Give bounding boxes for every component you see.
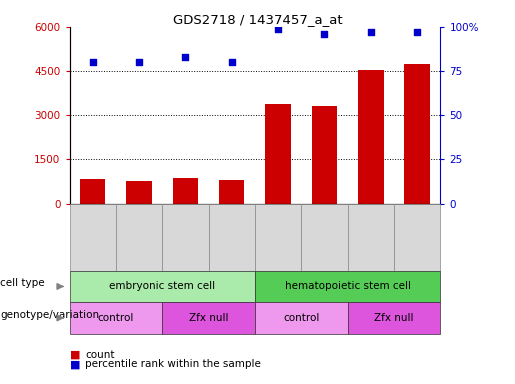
- Text: control: control: [283, 313, 319, 323]
- Point: [228, 59, 236, 65]
- Point: [367, 29, 375, 35]
- Bar: [312, 106, 337, 204]
- Text: percentile rank within the sample: percentile rank within the sample: [85, 359, 261, 369]
- Bar: [80, 179, 106, 204]
- Text: ■: ■: [70, 350, 80, 360]
- Point: [274, 26, 282, 32]
- Text: Zfx null: Zfx null: [374, 313, 414, 323]
- Point: [181, 54, 190, 60]
- Text: embryonic stem cell: embryonic stem cell: [109, 281, 215, 291]
- Text: cell type: cell type: [0, 278, 45, 288]
- Point: [413, 29, 421, 35]
- Bar: [404, 64, 430, 204]
- Text: control: control: [98, 313, 134, 323]
- Bar: [173, 178, 198, 204]
- Text: count: count: [85, 350, 114, 360]
- Bar: [126, 181, 152, 204]
- Bar: [265, 104, 291, 204]
- Point: [89, 59, 97, 65]
- Bar: [219, 180, 245, 204]
- Text: genotype/variation: genotype/variation: [0, 310, 99, 320]
- Text: Zfx null: Zfx null: [189, 313, 228, 323]
- Point: [135, 59, 143, 65]
- Text: hematopoietic stem cell: hematopoietic stem cell: [285, 281, 410, 291]
- Bar: [358, 70, 384, 204]
- Point: [320, 31, 329, 37]
- Text: GDS2718 / 1437457_a_at: GDS2718 / 1437457_a_at: [173, 13, 342, 26]
- Text: ■: ■: [70, 359, 80, 369]
